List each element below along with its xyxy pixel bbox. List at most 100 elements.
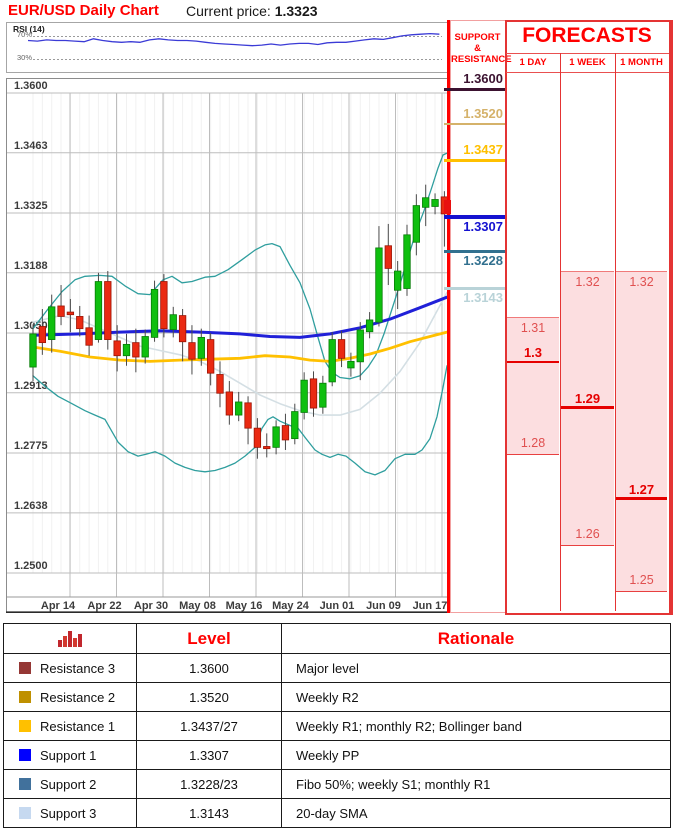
candle-down: [384, 245, 392, 269]
level-color-swatch: [19, 691, 31, 703]
candle-down: [38, 326, 46, 344]
rsi-chart: [6, 22, 449, 73]
forecast-central-label: 1.27: [628, 481, 655, 497]
x-axis-tick-label: Jun 09: [366, 600, 401, 612]
candle-up: [412, 205, 421, 243]
candle-up: [319, 382, 327, 408]
table-cell-name: Resistance 3: [4, 654, 137, 683]
table-cell-level: 1.3228/23: [137, 770, 282, 799]
x-axis-tick-label: May 24: [272, 600, 310, 612]
level-name: Support 3: [40, 805, 97, 821]
table-cell-level: 1.3307: [137, 741, 282, 770]
table-cell-rationale: Weekly R1; monthly R2; Bollinger band: [282, 712, 670, 741]
forecast-central-label: 1.29: [574, 390, 601, 406]
candle-up: [169, 314, 177, 330]
level-color-swatch: [19, 720, 31, 732]
sr-level-line: [444, 158, 505, 162]
candle-up: [141, 336, 149, 358]
table-cell-name: Resistance 1: [4, 712, 137, 741]
candlestick-chart: 1.36001.34631.33251.31881.30501.29131.27…: [6, 78, 449, 613]
chart-right-red-line: [447, 20, 450, 613]
candle-down: [309, 378, 318, 409]
sr-level-line: [444, 87, 505, 91]
table-cell-rationale: Weekly R2: [282, 683, 670, 712]
candle-up: [48, 306, 56, 340]
candle-up: [375, 247, 383, 323]
sr-level-line: [444, 249, 505, 253]
current-price: Current price: 1.3323: [186, 3, 318, 19]
candle-up: [431, 199, 439, 207]
candle-down: [206, 339, 215, 374]
forecasts-subheader-rule: [506, 72, 669, 73]
level-name: Support 2: [40, 776, 97, 792]
table-cell-level: 1.3143: [137, 799, 282, 827]
level-name: Resistance 3: [40, 660, 116, 676]
y-axis-tick-label: 1.3600: [14, 80, 48, 92]
candle-up: [347, 360, 355, 369]
table-row: Support 1 1.3307 Weekly PP: [4, 741, 670, 770]
current-price-value: 1.3323: [274, 3, 318, 19]
table-cell-level: 1.3600: [137, 654, 282, 683]
levels-table: Level Rationale Resistance 3 1.3600 Major …: [3, 623, 671, 828]
page-title: EUR/USD Daily Chart: [8, 2, 159, 19]
sr-level-label: 1.3437: [463, 142, 503, 158]
candle-up: [356, 329, 364, 363]
table-row: Resistance 3 1.3600 Major level: [4, 654, 670, 683]
table-row: Resistance 2 1.3520 Weekly R2: [4, 683, 670, 712]
level-name: Resistance 2: [40, 689, 116, 705]
forecast-central-label: 1.3: [523, 345, 543, 360]
level-color-swatch: [19, 807, 31, 819]
candle-down: [104, 281, 112, 340]
candle-up: [272, 426, 280, 448]
candle-up: [403, 234, 411, 289]
rsi-70-label: 70%: [16, 30, 32, 39]
candle-up: [300, 379, 308, 413]
candle-down: [188, 342, 196, 360]
y-axis-tick-label: 1.2638: [14, 500, 48, 512]
level-name: Support 1: [40, 747, 97, 763]
candle-down: [113, 340, 121, 357]
candle-up: [29, 333, 37, 368]
forecasts-panel: [505, 20, 673, 615]
bar-chart-icon: [58, 630, 82, 647]
rsi-line: [27, 32, 440, 47]
candle-down: [76, 316, 84, 330]
forecast-range-high-label: 1.32: [575, 275, 600, 289]
candle-down: [281, 425, 290, 441]
table-cell-level: 1.3520: [137, 683, 282, 712]
candle-up: [235, 401, 243, 416]
candle-up: [328, 339, 336, 383]
sr-level-label: 1.3600: [463, 71, 503, 86]
forecasts-title-rule: [506, 53, 669, 54]
sr-level-line: [444, 287, 505, 290]
forecast-range-box: [507, 316, 559, 455]
sr-level-label: 1.3228: [463, 253, 503, 269]
sr-level-line: [444, 122, 505, 126]
candle-down: [225, 391, 234, 416]
bollinger-lower-band: [32, 365, 448, 476]
forecast-range-high-label: 1.32: [629, 275, 654, 289]
support-resistance-header: SUPPORT & RESISTANCE: [451, 32, 512, 65]
x-axis-tick-label: Apr 30: [134, 600, 168, 612]
candle-up: [422, 197, 430, 208]
candle-down: [132, 342, 140, 358]
forecasts-title: FORECASTS: [522, 24, 652, 47]
x-axis-tick-label: Jun 17: [413, 600, 448, 612]
table-cell-rationale: Major level: [282, 654, 670, 683]
sr-level-label: 1.3520: [463, 105, 503, 121]
sr-level-label: 1.3307: [463, 218, 503, 234]
candle-up: [291, 411, 299, 440]
x-axis-tick-label: May 08: [179, 600, 216, 612]
forecast-col-separator: [614, 53, 616, 611]
candle-up: [197, 336, 205, 359]
x-axis-tick-label: Jun 01: [320, 600, 355, 612]
forecast-col-separator: [559, 53, 561, 611]
table-header-icon-cell: [4, 624, 137, 654]
candle-down: [57, 305, 65, 317]
candle-up: [94, 281, 103, 340]
current-price-label: Current price:: [186, 3, 271, 19]
level-color-swatch: [19, 662, 31, 674]
sma-yellow-line: [31, 330, 449, 363]
y-axis-tick-label: 1.3463: [14, 140, 48, 152]
